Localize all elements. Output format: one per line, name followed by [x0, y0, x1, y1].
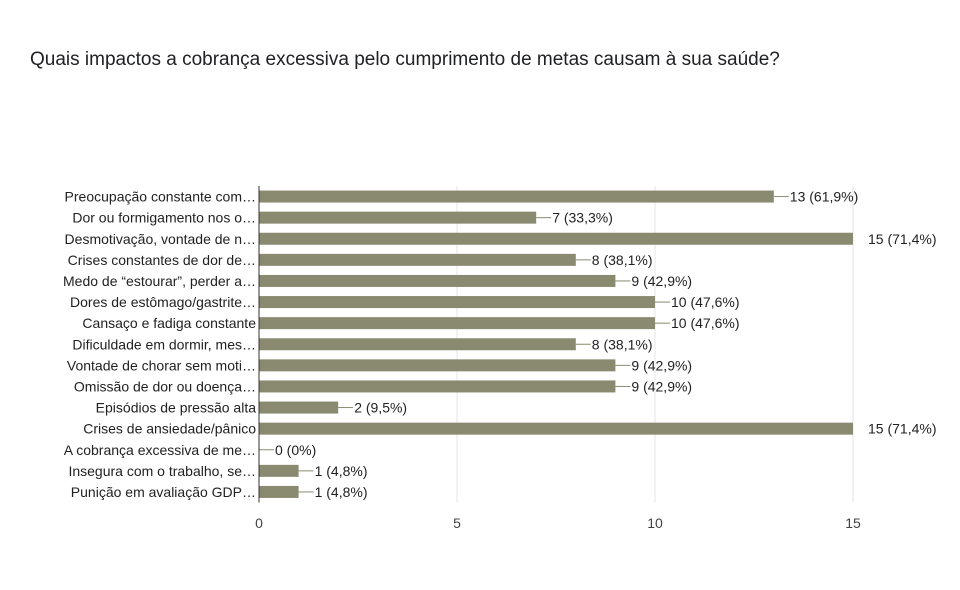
data-label: 1 (4,8%)	[315, 484, 368, 500]
category-label: Dificuldade em dormir, mes…	[72, 336, 256, 352]
category-label: Desmotivação, vontade de n…	[65, 231, 256, 247]
category-label: Episódios de pressão alta	[96, 400, 257, 416]
bar	[259, 359, 616, 372]
category-label: Preocupação constante com…	[65, 189, 256, 205]
bar	[259, 296, 655, 309]
x-tick-label: 15	[845, 515, 861, 531]
data-label: 1 (4,8%)	[315, 463, 368, 479]
data-label: 2 (9,5%)	[354, 400, 407, 416]
category-label: A cobrança excessiva de me…	[64, 442, 256, 458]
data-label: 13 (61,9%)	[790, 189, 858, 205]
bar	[259, 464, 299, 477]
bar	[259, 338, 576, 351]
bar	[259, 422, 853, 435]
category-label: Cansaço e fadiga constante	[82, 315, 256, 331]
question-title: Quais impactos a cobrança excessiva pelo…	[30, 49, 780, 70]
bar	[259, 190, 774, 203]
bar	[259, 211, 537, 224]
data-label: 10 (47,6%)	[671, 315, 739, 331]
data-label: 8 (38,1%)	[592, 336, 653, 352]
bar	[259, 380, 616, 393]
x-tick-label: 10	[647, 515, 663, 531]
x-tick-label: 0	[255, 515, 263, 531]
data-label: 10 (47,6%)	[671, 294, 739, 310]
x-tick-label: 5	[453, 515, 461, 531]
category-label: Vontade de chorar sem moti…	[67, 357, 256, 373]
category-label: Punição em avaliação GDP…	[71, 484, 256, 500]
category-label: Crises constantes de dor de…	[68, 252, 256, 268]
category-label: Crises de ansiedade/pânico	[83, 421, 256, 437]
bar	[259, 317, 655, 330]
category-label: Omissão de dor ou doença…	[74, 378, 256, 394]
data-label: 9 (42,9%)	[631, 357, 692, 373]
data-label: 15 (71,4%)	[868, 421, 936, 437]
data-label: 9 (42,9%)	[631, 378, 692, 394]
category-label: Medo de “estourar”, perder a…	[63, 273, 256, 289]
data-label: 7 (33,3%)	[552, 210, 613, 226]
bar	[259, 232, 853, 245]
category-label: Dores de estômago/gastrite…	[70, 294, 256, 310]
bar	[259, 253, 576, 266]
bar	[259, 274, 616, 287]
data-label: 9 (42,9%)	[631, 273, 692, 289]
category-label: Insegura com o trabalho, se…	[68, 463, 256, 479]
bar	[259, 401, 339, 414]
data-label: 15 (71,4%)	[868, 231, 936, 247]
bar	[259, 485, 299, 498]
data-label: 0 (0%)	[275, 442, 316, 458]
category-label: Dor ou formigamento nos o…	[72, 210, 256, 226]
data-label: 8 (38,1%)	[592, 252, 653, 268]
